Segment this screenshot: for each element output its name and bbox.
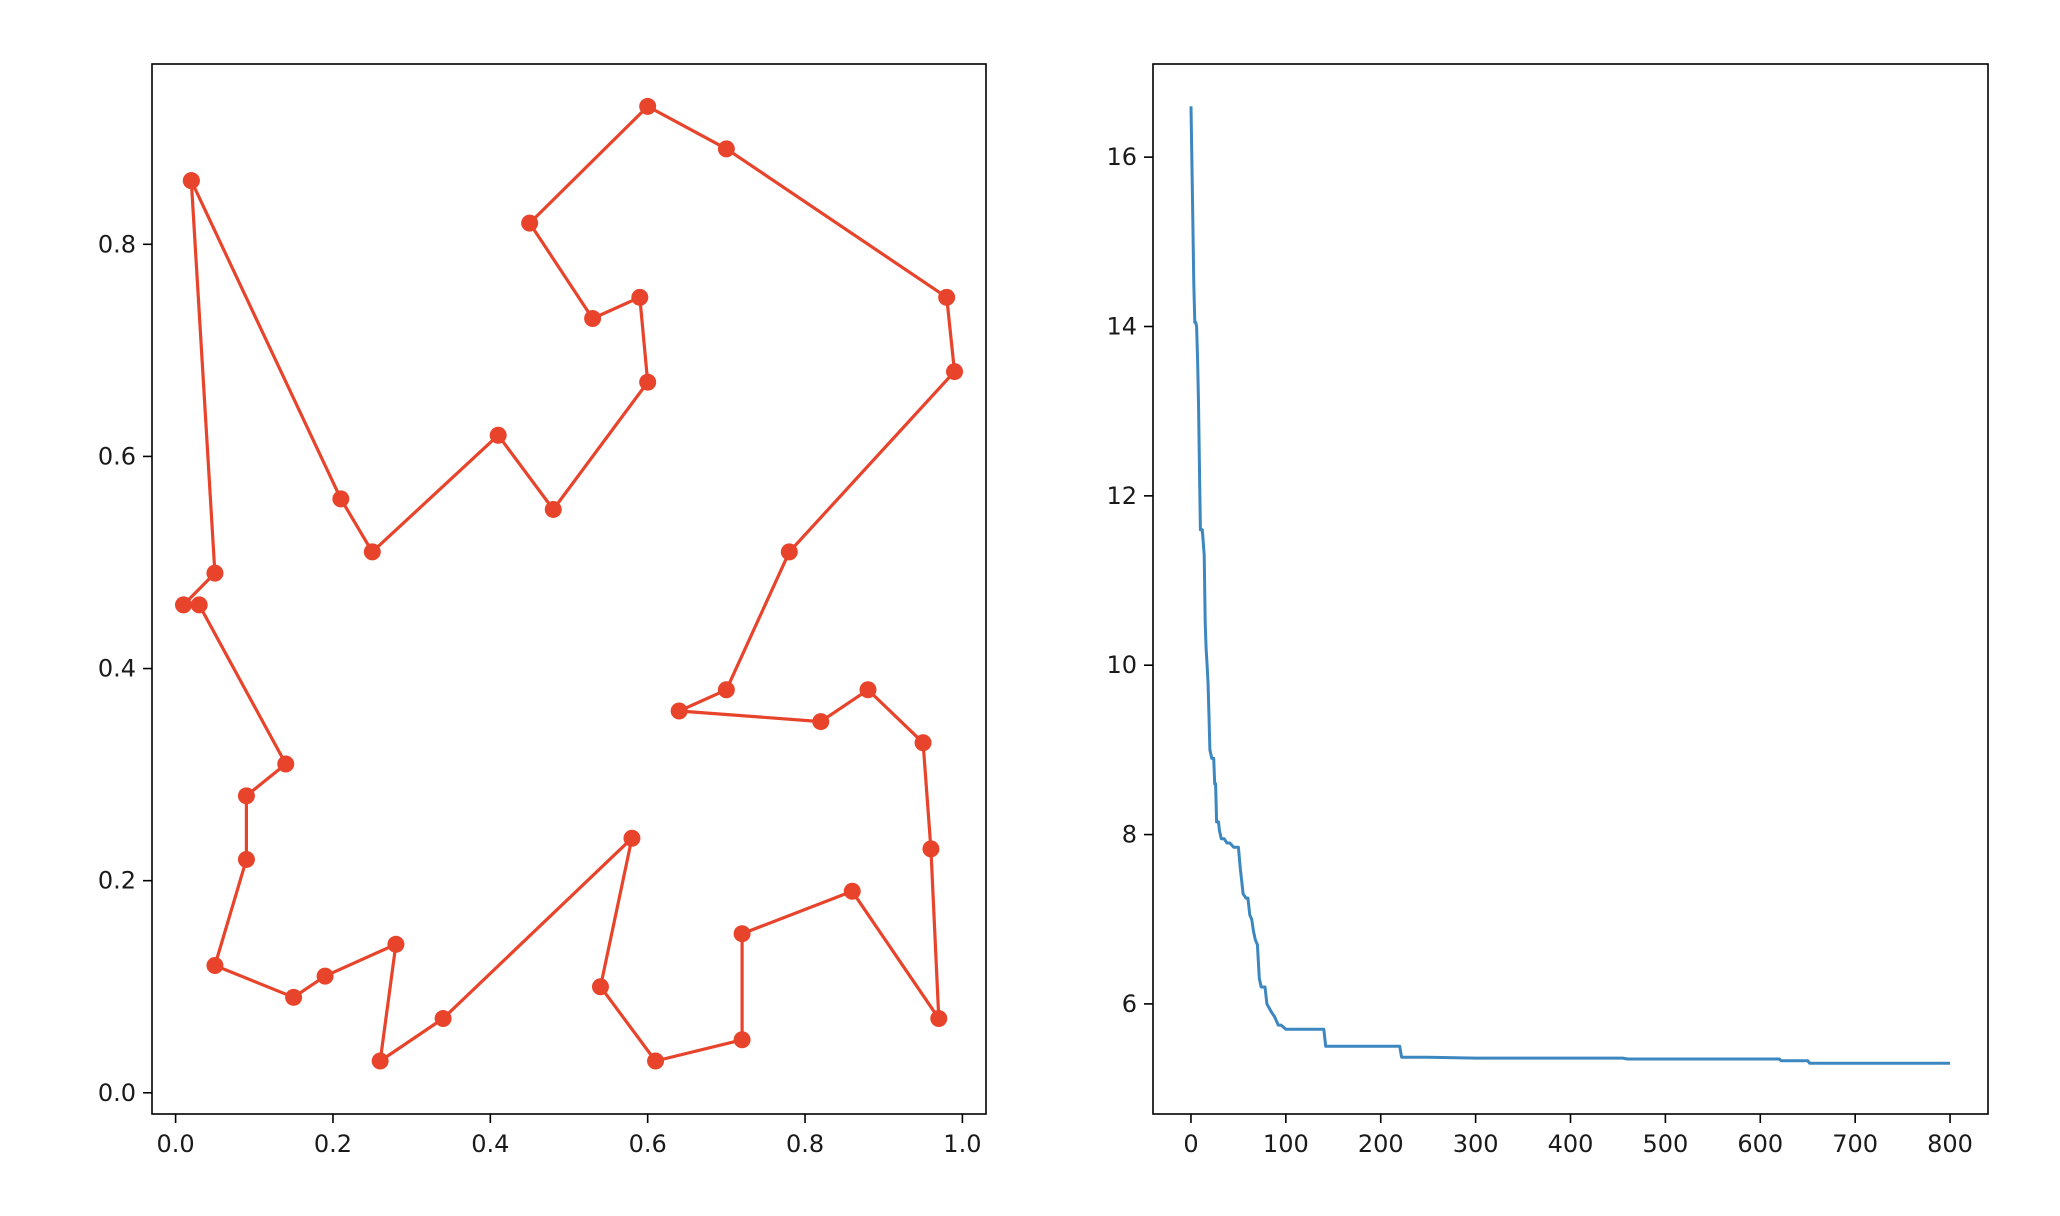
city-point	[489, 426, 507, 444]
city-point	[812, 713, 830, 731]
city-point	[285, 988, 303, 1006]
city-point	[277, 755, 295, 773]
city-point	[544, 500, 562, 518]
city-point	[206, 957, 224, 975]
city-point	[206, 564, 224, 582]
x-tick-label: 0.6	[629, 1130, 667, 1158]
city-point	[631, 288, 649, 306]
city-point	[387, 935, 405, 953]
tour-path-line	[181, 104, 957, 1063]
city-point	[647, 1052, 665, 1070]
city-point	[938, 288, 956, 306]
x-tick-label: 100	[1263, 1130, 1309, 1158]
x-tick-label: 400	[1548, 1130, 1594, 1158]
x-tick-label: 300	[1453, 1130, 1499, 1158]
y-tick-label: 6	[1122, 990, 1137, 1018]
x-tick-label: 0.4	[471, 1130, 509, 1158]
y-tick-label: 0.2	[98, 867, 136, 895]
tour-plot: 0.0 0.2 0.4 0.6 0.8 1.0 0.0 0.2 0.4 0.6 0.8	[98, 63, 987, 1158]
city-point	[363, 543, 381, 561]
city-point	[639, 97, 657, 115]
x-tick-label: 800	[1927, 1130, 1973, 1158]
city-point	[922, 840, 940, 858]
city-point	[733, 1031, 751, 1049]
x-tick-label: 600	[1737, 1130, 1783, 1158]
city-point	[316, 967, 334, 985]
y-tick-label: 12	[1106, 482, 1137, 510]
city-point	[914, 734, 932, 752]
city-point	[930, 1010, 948, 1028]
city-point	[843, 882, 861, 900]
y-tick-label: 0.0	[98, 1079, 136, 1107]
city-point	[780, 543, 798, 561]
x-tick-label: 1.0	[943, 1130, 981, 1158]
axes-frame	[151, 63, 987, 1115]
city-point	[174, 596, 192, 614]
city-point	[639, 373, 657, 391]
city-point	[182, 172, 200, 190]
city-point	[190, 596, 208, 614]
y-tick-label: 0.8	[98, 230, 136, 258]
y-tick-label: 0.6	[98, 442, 136, 470]
cost-curve-line	[1189, 106, 1950, 1065]
y-tick-label: 14	[1106, 313, 1137, 341]
y-tick-label: 16	[1106, 143, 1137, 171]
convergence-plot: 0 100 200 300 400 500 600 700 800 6 8 10 12 14 16	[1106, 63, 1989, 1158]
x-tick-label: 200	[1358, 1130, 1404, 1158]
city-point	[434, 1010, 452, 1028]
city-point	[733, 925, 751, 943]
x-tick-label: 0	[1183, 1130, 1198, 1158]
city-point	[237, 850, 255, 868]
x-tick-label: 700	[1832, 1130, 1878, 1158]
city-point	[371, 1052, 389, 1070]
y-tick-label: 10	[1106, 651, 1137, 679]
x-tick-label: 500	[1642, 1130, 1688, 1158]
y-tick-label: 8	[1122, 821, 1137, 849]
y-tick-label: 0.4	[98, 655, 136, 683]
city-point	[237, 787, 255, 805]
city-point	[859, 681, 877, 699]
city-point	[670, 702, 688, 720]
axes-frame	[1152, 63, 1989, 1115]
city-point	[591, 978, 609, 996]
city-point	[584, 310, 602, 328]
city-point	[521, 214, 539, 232]
city-point	[946, 363, 964, 381]
x-tick-label: 0.2	[314, 1130, 352, 1158]
city-point	[332, 490, 350, 508]
x-tick-label: 0.8	[786, 1130, 824, 1158]
city-point	[717, 140, 735, 158]
x-tick-label: 0.0	[157, 1130, 195, 1158]
city-point	[623, 829, 641, 847]
city-point	[717, 681, 735, 699]
